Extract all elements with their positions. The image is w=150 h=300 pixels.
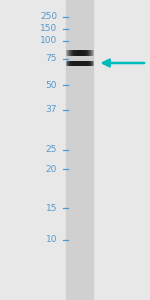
Text: 50: 50 <box>45 81 57 90</box>
Text: 10: 10 <box>45 236 57 244</box>
Text: 250: 250 <box>40 12 57 21</box>
Text: 75: 75 <box>45 54 57 63</box>
Text: 15: 15 <box>45 204 57 213</box>
Bar <box>66 0 93 300</box>
Text: 37: 37 <box>45 105 57 114</box>
Text: 100: 100 <box>40 36 57 45</box>
Text: 25: 25 <box>46 146 57 154</box>
Text: 20: 20 <box>46 165 57 174</box>
Text: 150: 150 <box>40 24 57 33</box>
